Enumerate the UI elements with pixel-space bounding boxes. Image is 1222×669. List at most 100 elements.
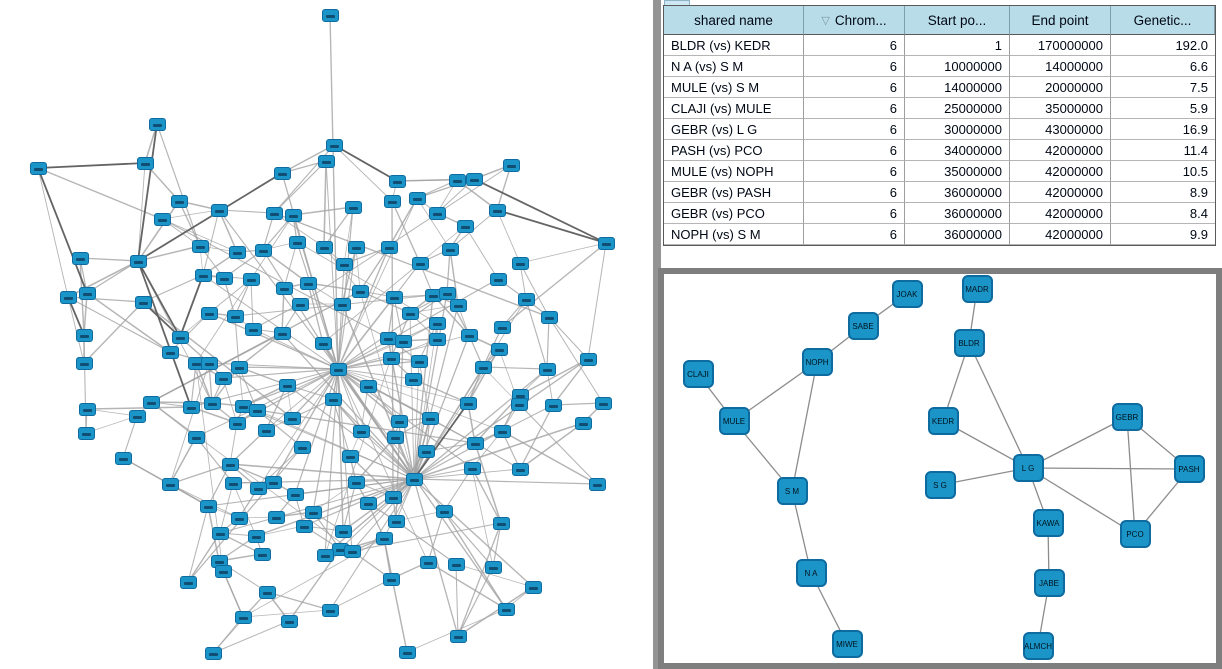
- network-node[interactable]: [574, 416, 592, 430]
- network-node[interactable]: [435, 504, 453, 518]
- network-edge[interactable]: [455, 563, 534, 588]
- table-row[interactable]: NOPH (vs) S M 6 36000000 42000000 9.9: [664, 224, 1215, 245]
- network-node[interactable]: [283, 411, 301, 425]
- network-node[interactable]: [428, 316, 446, 330]
- network-node[interactable]: [134, 295, 152, 309]
- network-node[interactable]: [382, 351, 400, 365]
- network-edge[interactable]: [281, 144, 335, 174]
- network-node[interactable]: [493, 320, 511, 334]
- network-node[interactable]: [343, 544, 361, 558]
- network-edge[interactable]: [329, 14, 339, 370]
- network-edge[interactable]: [1027, 467, 1136, 535]
- column-header-start-point[interactable]: Start po...: [905, 6, 1010, 35]
- network-edge[interactable]: [187, 505, 209, 583]
- network-node-jabe[interactable]: JABE: [1033, 569, 1065, 597]
- network-edge[interactable]: [257, 368, 339, 489]
- network-node[interactable]: [489, 272, 507, 286]
- network-edge[interactable]: [355, 478, 415, 483]
- network-edge[interactable]: [333, 144, 398, 182]
- network-edge[interactable]: [501, 242, 607, 328]
- network-node[interactable]: [248, 403, 266, 417]
- network-node[interactable]: [375, 531, 393, 545]
- network-node[interactable]: [421, 411, 439, 425]
- filter-icon[interactable]: ▽: [821, 14, 830, 27]
- network-node[interactable]: [334, 524, 352, 538]
- network-edge[interactable]: [427, 510, 445, 563]
- network-node[interactable]: [288, 235, 306, 249]
- network-node[interactable]: [161, 477, 179, 491]
- network-edge[interactable]: [222, 368, 339, 379]
- network-node[interactable]: [153, 212, 171, 226]
- network-node[interactable]: [78, 286, 96, 300]
- network-node[interactable]: [384, 490, 402, 504]
- network-node[interactable]: [594, 396, 612, 410]
- network-edge[interactable]: [292, 206, 354, 216]
- network-node[interactable]: [258, 585, 276, 599]
- network-edge[interactable]: [79, 257, 139, 262]
- network-edge[interactable]: [1027, 467, 1190, 470]
- network-edge[interactable]: [229, 463, 415, 480]
- network-edge[interactable]: [272, 368, 339, 483]
- network-edge[interactable]: [391, 200, 421, 264]
- network-edge[interactable]: [337, 322, 438, 370]
- network-node[interactable]: [194, 268, 212, 282]
- subnetwork-panel[interactable]: JOAK MADR SABE NOPH CLAJI BLDR MULE KEDR GEBR L G…: [658, 268, 1222, 669]
- network-node[interactable]: [428, 332, 446, 346]
- network-edge[interactable]: [351, 478, 415, 552]
- network-edge[interactable]: [195, 362, 213, 404]
- network-node[interactable]: [71, 251, 89, 265]
- network-node[interactable]: [273, 326, 291, 340]
- network-edge[interactable]: [86, 292, 171, 353]
- network-edge[interactable]: [359, 290, 415, 480]
- network-node-kawa[interactable]: KAWA: [1032, 509, 1064, 537]
- network-node[interactable]: [459, 396, 477, 410]
- network-edge[interactable]: [413, 478, 598, 485]
- network-edge[interactable]: [355, 246, 361, 292]
- network-node[interactable]: [383, 194, 401, 208]
- network-node[interactable]: [230, 360, 248, 374]
- network-node[interactable]: [502, 158, 520, 172]
- network-edge[interactable]: [156, 123, 201, 247]
- network-edge[interactable]: [471, 467, 494, 568]
- network-edge[interactable]: [83, 292, 88, 336]
- network-node[interactable]: [316, 548, 334, 562]
- network-node[interactable]: [187, 430, 205, 444]
- network-edge[interactable]: [37, 167, 163, 220]
- network-node[interactable]: [419, 555, 437, 569]
- network-edge[interactable]: [496, 209, 521, 264]
- network-node[interactable]: [347, 475, 365, 489]
- network-node[interactable]: [524, 580, 542, 594]
- network-node[interactable]: [460, 328, 478, 342]
- network-node[interactable]: [228, 416, 246, 430]
- network-node[interactable]: [474, 360, 492, 374]
- network-node[interactable]: [492, 516, 510, 530]
- network-edge[interactable]: [337, 334, 470, 370]
- network-node[interactable]: [463, 461, 481, 475]
- network-edge[interactable]: [337, 206, 354, 370]
- network-node[interactable]: [411, 256, 429, 270]
- network-node[interactable]: [291, 297, 309, 311]
- table-row[interactable]: GEBR (vs) L G 6 30000000 43000000 16.9: [664, 119, 1215, 140]
- network-node[interactable]: [329, 362, 347, 376]
- network-node-bldr[interactable]: BLDR: [953, 329, 985, 357]
- network-node[interactable]: [484, 560, 502, 574]
- network-edge[interactable]: [207, 463, 231, 507]
- network-edge[interactable]: [169, 463, 231, 485]
- network-edge[interactable]: [337, 368, 507, 610]
- network-edge[interactable]: [343, 206, 354, 265]
- network-node[interactable]: [398, 645, 416, 659]
- network-edge[interactable]: [266, 591, 331, 611]
- network-edge[interactable]: [208, 362, 213, 404]
- network-node-madr[interactable]: MADR: [961, 275, 993, 303]
- network-node[interactable]: [380, 240, 398, 254]
- network-edge[interactable]: [142, 274, 204, 303]
- network-edge[interactable]: [418, 360, 431, 419]
- network-edge[interactable]: [218, 209, 275, 214]
- network-edge[interactable]: [256, 409, 415, 480]
- network-node[interactable]: [267, 510, 285, 524]
- network-edge[interactable]: [137, 162, 146, 262]
- network-edge[interactable]: [329, 578, 392, 611]
- network-node[interactable]: [449, 298, 467, 312]
- network-node[interactable]: [538, 362, 556, 376]
- network-edge[interactable]: [161, 218, 238, 253]
